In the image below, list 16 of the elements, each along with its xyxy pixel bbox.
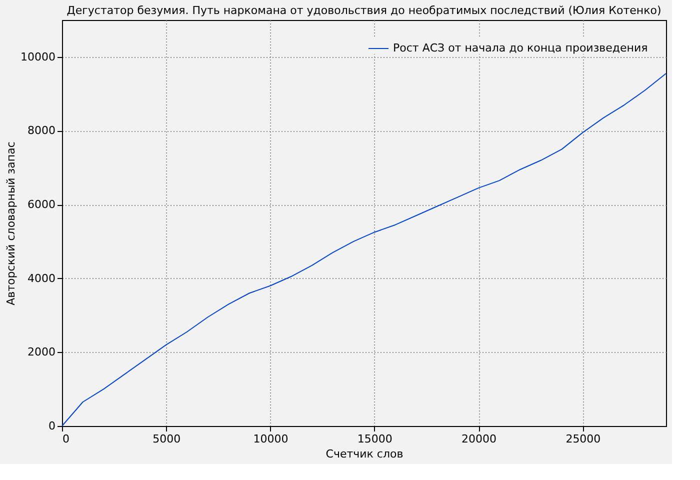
x-tick-label: 10000 xyxy=(253,432,288,446)
x-tick-label: 0 xyxy=(62,432,70,446)
x-tick-label: 15000 xyxy=(357,432,392,446)
x-tick-label: 20000 xyxy=(462,432,497,446)
legend-label: Рост АСЗ от начала до конца произведения xyxy=(393,42,648,54)
y-tick-label: 8000 xyxy=(28,124,56,138)
y-tick-label: 4000 xyxy=(28,272,56,285)
x-tick-label: 5000 xyxy=(152,432,181,446)
x-axis-title: Счетчик слов xyxy=(326,448,404,460)
y-axis-title: Авторский словарный запас xyxy=(4,142,18,306)
chart-title: Дегустатор безумия. Путь наркомана от удовольствия до необратимых последствий (Юлия Котенко) xyxy=(66,4,662,17)
y-tick-label: 2000 xyxy=(28,346,56,359)
y-tick-label: 10000 xyxy=(20,50,56,64)
x-tick-label: 25000 xyxy=(566,432,601,446)
y-tick-label: 0 xyxy=(48,420,56,432)
y-tick-label: 6000 xyxy=(28,198,56,212)
